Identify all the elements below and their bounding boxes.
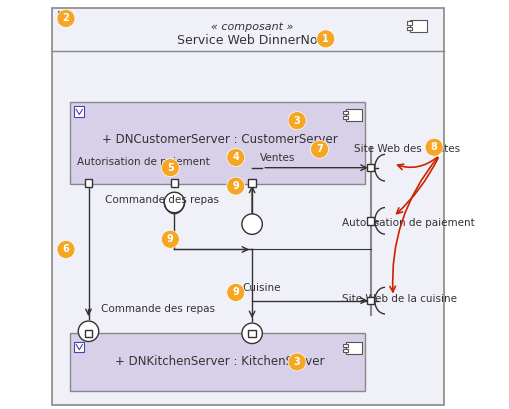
Bar bbox=[367, 164, 375, 171]
Circle shape bbox=[310, 140, 329, 158]
Text: Autorisation de paiement: Autorisation de paiement bbox=[342, 218, 475, 228]
Text: Cuisine: Cuisine bbox=[242, 283, 280, 293]
Bar bbox=[74, 106, 84, 117]
Circle shape bbox=[57, 240, 75, 258]
Circle shape bbox=[227, 177, 245, 195]
Bar bbox=[344, 110, 348, 114]
Circle shape bbox=[242, 323, 262, 344]
Text: + DNKitchenServer : KitchenServer: + DNKitchenServer : KitchenServer bbox=[115, 355, 324, 369]
Text: Ventes: Ventes bbox=[260, 153, 296, 163]
Text: 9: 9 bbox=[167, 234, 174, 244]
Text: 1: 1 bbox=[322, 34, 329, 44]
Text: « composant »: « composant » bbox=[211, 22, 293, 31]
Text: 6: 6 bbox=[63, 245, 69, 254]
Circle shape bbox=[227, 148, 245, 166]
Text: 9: 9 bbox=[233, 288, 239, 297]
Bar bbox=[344, 116, 348, 119]
Circle shape bbox=[57, 9, 75, 27]
Circle shape bbox=[288, 112, 306, 130]
Bar bbox=[407, 27, 412, 30]
Bar bbox=[346, 342, 362, 354]
Text: Site Web de la cuisine: Site Web de la cuisine bbox=[342, 294, 457, 303]
Bar bbox=[58, 11, 69, 23]
Bar bbox=[346, 109, 362, 121]
Bar bbox=[344, 349, 348, 352]
Text: 2: 2 bbox=[63, 13, 69, 23]
Text: 3: 3 bbox=[294, 357, 300, 367]
Text: Autorisation de paiement: Autorisation de paiement bbox=[77, 157, 210, 166]
Text: 3: 3 bbox=[294, 116, 300, 126]
Circle shape bbox=[227, 283, 245, 301]
Text: Service Web DinnerNow: Service Web DinnerNow bbox=[177, 34, 327, 47]
Bar bbox=[85, 330, 92, 337]
Bar bbox=[85, 179, 92, 187]
Circle shape bbox=[317, 30, 335, 48]
Circle shape bbox=[288, 353, 306, 371]
Text: 9: 9 bbox=[233, 181, 239, 191]
FancyBboxPatch shape bbox=[70, 102, 364, 184]
FancyBboxPatch shape bbox=[52, 8, 444, 405]
Text: 8: 8 bbox=[431, 142, 438, 152]
Circle shape bbox=[242, 214, 262, 234]
Text: 4: 4 bbox=[233, 153, 239, 162]
Text: Commande des repas: Commande des repas bbox=[101, 304, 215, 314]
Bar bbox=[410, 20, 427, 32]
Circle shape bbox=[161, 159, 179, 177]
Bar bbox=[74, 342, 84, 352]
Bar bbox=[367, 217, 375, 225]
Text: 5: 5 bbox=[167, 163, 174, 173]
Text: 7: 7 bbox=[316, 144, 323, 154]
Bar bbox=[367, 297, 375, 304]
FancyBboxPatch shape bbox=[70, 333, 364, 391]
Text: Commande des repas: Commande des repas bbox=[105, 196, 219, 205]
Bar bbox=[171, 179, 178, 187]
Text: Site Web des ventes: Site Web des ventes bbox=[354, 144, 461, 154]
Circle shape bbox=[164, 192, 185, 213]
Circle shape bbox=[78, 321, 99, 342]
Circle shape bbox=[161, 230, 179, 248]
Bar bbox=[344, 344, 348, 347]
Text: + DNCustomerServer : CustomerServer: + DNCustomerServer : CustomerServer bbox=[101, 133, 337, 146]
Bar bbox=[407, 21, 412, 25]
Bar bbox=[248, 179, 256, 187]
Bar bbox=[248, 330, 256, 337]
Circle shape bbox=[425, 138, 443, 156]
